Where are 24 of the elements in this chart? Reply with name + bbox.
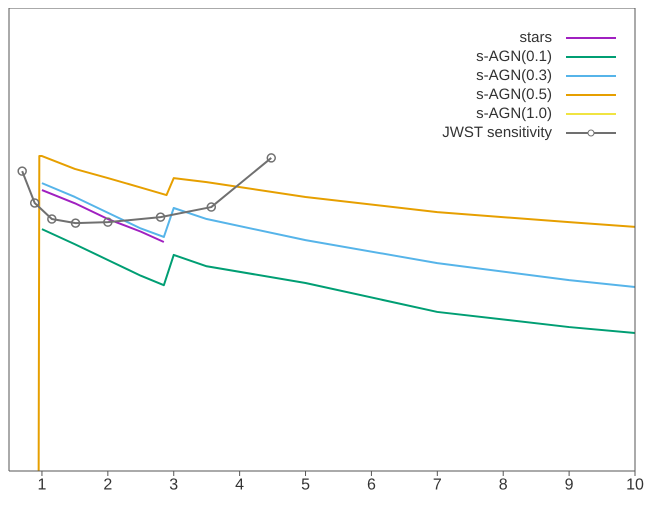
legend-label: JWST sensitivity xyxy=(442,123,552,142)
x-tick-label: 7 xyxy=(432,476,442,494)
x-tick-label: 4 xyxy=(235,476,244,494)
point xyxy=(30,198,40,208)
point xyxy=(156,212,166,222)
x-tick-label: 10 xyxy=(626,476,644,494)
x-tick-label: 1 xyxy=(37,476,46,494)
point xyxy=(17,166,27,176)
legend-label: s-AGN(0.5) xyxy=(476,85,552,104)
legend-label: stars xyxy=(519,28,552,47)
x-tick-label: 3 xyxy=(169,476,178,494)
point xyxy=(206,202,216,212)
x-tick-label: 6 xyxy=(366,476,376,494)
x-tick-label: 8 xyxy=(498,476,508,494)
x-tick-label: 9 xyxy=(564,476,574,494)
point xyxy=(47,214,57,224)
x-tick-label: 5 xyxy=(301,476,310,494)
legend-label: s-AGN(0.3) xyxy=(476,66,552,85)
legend-label: s-AGN(0.1) xyxy=(476,47,552,66)
point xyxy=(70,218,80,228)
legend-label: s-AGN(1.0) xyxy=(476,104,552,123)
x-tick-label: 2 xyxy=(103,476,112,494)
point xyxy=(266,153,276,163)
point xyxy=(103,217,113,227)
